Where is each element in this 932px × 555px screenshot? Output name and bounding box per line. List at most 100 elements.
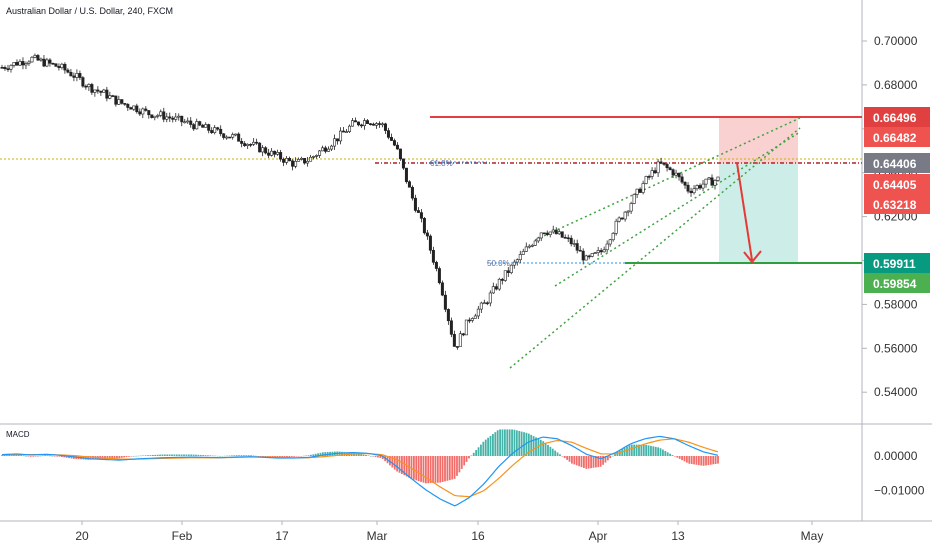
macd-histogram-bar bbox=[111, 456, 114, 459]
macd-histogram-bar bbox=[582, 456, 585, 468]
candle-body bbox=[348, 125, 352, 132]
candle-body bbox=[114, 95, 118, 105]
macd-histogram-bar bbox=[669, 453, 672, 456]
candle-body bbox=[195, 121, 199, 130]
macd-line[interactable] bbox=[1, 435, 719, 507]
candle-body bbox=[635, 188, 639, 195]
candle-body bbox=[521, 251, 525, 255]
macd-histogram-bar bbox=[168, 454, 171, 456]
candle-body bbox=[276, 152, 280, 155]
time-tick-label: 16 bbox=[471, 529, 485, 543]
candle-body bbox=[33, 55, 37, 58]
candle-body bbox=[560, 231, 564, 238]
macd-histogram-bar bbox=[673, 456, 676, 457]
macd-histogram-bar bbox=[207, 455, 209, 456]
candle-body bbox=[78, 73, 82, 78]
candle-body bbox=[593, 252, 597, 254]
macd-histogram-bar bbox=[235, 455, 238, 456]
macd-histogram-bar bbox=[1, 455, 3, 456]
candle-body bbox=[138, 111, 142, 115]
candle-body bbox=[491, 286, 495, 294]
candle-body bbox=[575, 243, 579, 251]
macd-histogram-bar bbox=[403, 456, 406, 476]
channel-mid-line[interactable] bbox=[554, 131, 801, 287]
candle-body bbox=[443, 294, 447, 310]
macd-signal-line[interactable] bbox=[1, 438, 719, 498]
candle-body bbox=[527, 245, 531, 248]
macd-histogram-bar bbox=[262, 456, 264, 457]
candle-body bbox=[425, 232, 429, 237]
macd-histogram-bar bbox=[324, 452, 327, 456]
candle-body bbox=[410, 186, 414, 199]
candle-body bbox=[551, 229, 555, 233]
macd-histogram-bar bbox=[566, 456, 569, 460]
channel-upper-line[interactable] bbox=[534, 117, 801, 241]
macd-histogram-bar bbox=[202, 455, 205, 456]
macd-histogram-bar bbox=[508, 429, 511, 456]
candle-body bbox=[231, 134, 235, 138]
candle-body bbox=[120, 99, 124, 104]
macd-histogram-bar bbox=[290, 456, 293, 457]
candle-body bbox=[264, 147, 268, 154]
price-pane[interactable] bbox=[0, 0, 862, 424]
macd-histogram-bar bbox=[154, 454, 157, 456]
price-axis[interactable]: 0.700000.680000.660000.640000.620000.600… bbox=[862, 34, 918, 399]
candle-body bbox=[608, 239, 612, 245]
price-tag-bg bbox=[864, 174, 930, 194]
macd-histogram-bar bbox=[15, 454, 18, 456]
candle-body bbox=[713, 180, 717, 186]
macd-histogram-bar bbox=[257, 456, 260, 457]
time-tick-label: Feb bbox=[172, 529, 193, 543]
candle-body bbox=[96, 89, 100, 92]
macd-histogram-bar bbox=[391, 456, 394, 468]
candle-body bbox=[279, 152, 283, 160]
macd-histogram-bar bbox=[120, 456, 123, 458]
macd-histogram-bar bbox=[149, 455, 152, 456]
macd-group[interactable] bbox=[1, 429, 719, 507]
candle-body bbox=[647, 176, 651, 178]
forecast-arrow-line[interactable] bbox=[736, 162, 753, 261]
macd-axis[interactable]: 0.00000 −0.01000 bbox=[874, 449, 925, 498]
candles-group[interactable] bbox=[0, 53, 720, 350]
macd-histogram-bar bbox=[310, 454, 312, 456]
target-zone[interactable] bbox=[719, 163, 798, 263]
macd-histogram-bar bbox=[480, 444, 482, 456]
candle-body bbox=[473, 315, 477, 319]
macd-histogram-bar bbox=[657, 447, 660, 456]
candle-body bbox=[171, 117, 175, 120]
macd-histogram-bar bbox=[372, 456, 375, 457]
candle-body bbox=[6, 68, 10, 70]
candle-body bbox=[428, 235, 432, 251]
time-axis[interactable]: 20 Feb 17 Mar 16 Apr 13 May bbox=[75, 521, 823, 543]
candle-body bbox=[309, 156, 313, 162]
macd-histogram-bar bbox=[587, 456, 590, 469]
candle-body bbox=[36, 55, 40, 61]
macd-histogram-bar bbox=[695, 456, 698, 465]
candle-body bbox=[401, 158, 405, 169]
candle-body bbox=[542, 232, 546, 235]
candle-body bbox=[419, 212, 423, 219]
macd-histogram-bar bbox=[475, 450, 478, 456]
macd-histogram-bar bbox=[427, 456, 430, 484]
candle-body bbox=[156, 115, 160, 117]
candle-body bbox=[554, 229, 558, 235]
macd-histogram-bar bbox=[369, 455, 372, 457]
candle-body bbox=[602, 249, 606, 253]
macd-histogram-bar bbox=[420, 456, 422, 482]
chart-title: Australian Dollar / U.S. Dollar, 240, FX… bbox=[6, 6, 173, 16]
candle-body bbox=[641, 183, 645, 193]
macd-histogram-bar bbox=[56, 456, 58, 457]
candle-body bbox=[75, 73, 79, 78]
candle-body bbox=[270, 150, 274, 156]
macd-histogram-bar bbox=[628, 445, 631, 456]
macd-histogram-bar bbox=[362, 454, 365, 456]
candle-body bbox=[689, 190, 693, 194]
candle-body bbox=[342, 130, 346, 133]
candle-body bbox=[617, 217, 621, 222]
macd-histogram-bar bbox=[338, 451, 341, 456]
candle-body bbox=[479, 302, 483, 310]
macd-histogram-bar bbox=[530, 434, 533, 456]
macd-histogram-bar bbox=[446, 456, 449, 481]
macd-histogram-bar bbox=[228, 455, 231, 457]
